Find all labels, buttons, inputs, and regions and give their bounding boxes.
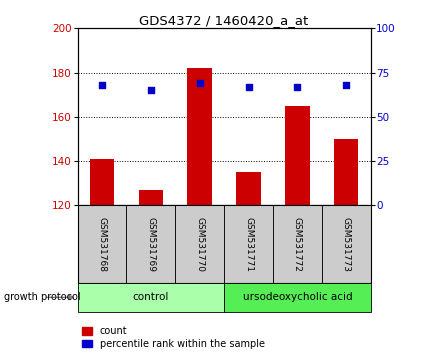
Text: GSM531770: GSM531770 — [195, 217, 204, 272]
Text: control: control — [132, 292, 169, 302]
Bar — [272, 205, 321, 283]
Point — [98, 82, 105, 88]
Text: GSM531773: GSM531773 — [341, 217, 350, 272]
Bar — [236, 172, 260, 205]
Text: GSM531768: GSM531768 — [97, 217, 106, 272]
Point — [342, 82, 349, 88]
Bar — [77, 283, 224, 312]
Text: growth protocol: growth protocol — [4, 292, 81, 302]
Legend: count, percentile rank within the sample: count, percentile rank within the sample — [82, 326, 264, 349]
Bar — [89, 159, 114, 205]
Bar — [224, 283, 370, 312]
Point — [147, 87, 154, 93]
Point — [293, 84, 300, 90]
Bar — [77, 205, 126, 283]
Text: GSM531772: GSM531772 — [292, 217, 301, 272]
Bar — [187, 68, 212, 205]
Text: GSM531771: GSM531771 — [243, 217, 252, 272]
Bar — [224, 205, 272, 283]
Bar — [126, 205, 175, 283]
Bar — [175, 205, 224, 283]
Bar — [138, 190, 163, 205]
Point — [196, 80, 203, 86]
Text: ursodeoxycholic acid: ursodeoxycholic acid — [242, 292, 351, 302]
Title: GDS4372 / 1460420_a_at: GDS4372 / 1460420_a_at — [139, 14, 308, 27]
Text: GSM531769: GSM531769 — [146, 217, 155, 272]
Bar — [321, 205, 370, 283]
Point — [245, 84, 252, 90]
Bar — [333, 139, 358, 205]
Bar — [285, 106, 309, 205]
